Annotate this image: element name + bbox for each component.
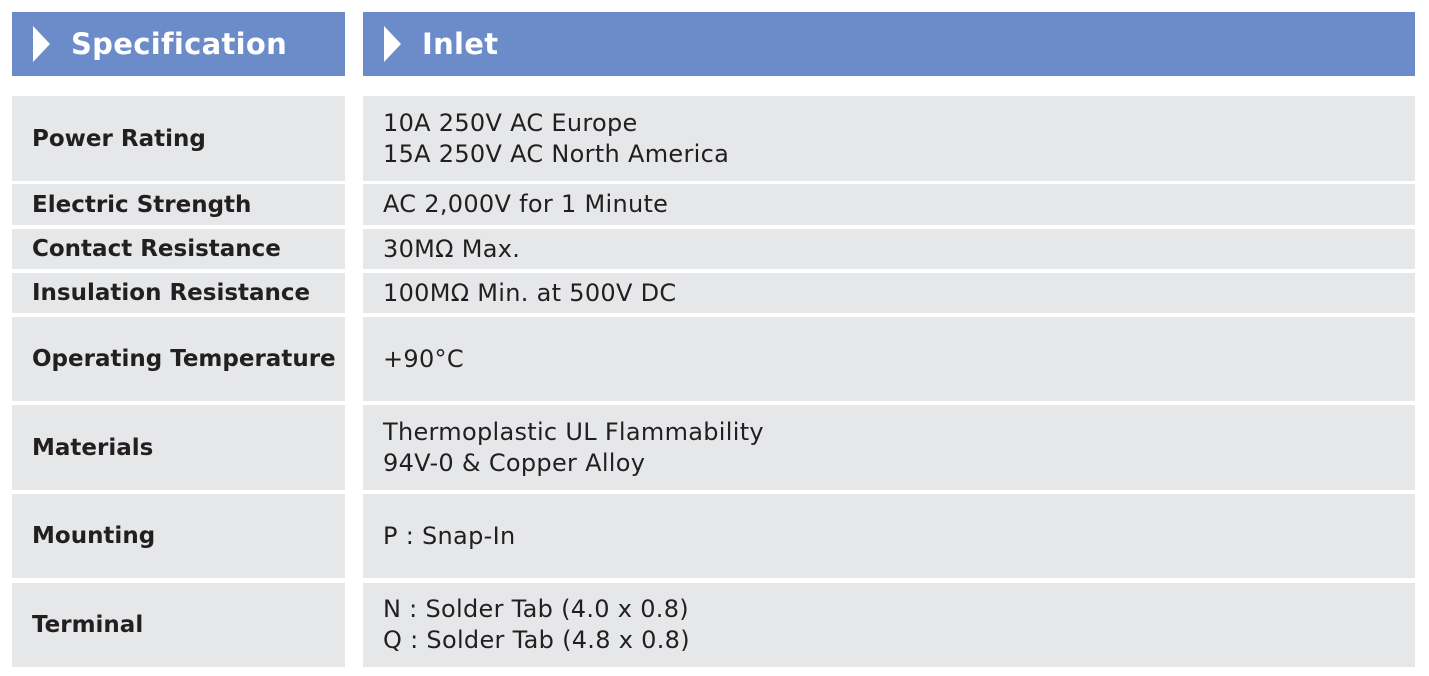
spec-label: Terminal xyxy=(32,612,144,638)
spec-label: Materials xyxy=(32,434,154,461)
table-row: Contact Resistance 30MΩ Max. xyxy=(0,229,1429,269)
inlet-title: Inlet xyxy=(422,27,499,61)
table-row: Power Rating 10A 250V AC Europe 15A 250V A… xyxy=(0,96,1429,181)
triangle-right-icon xyxy=(33,26,50,62)
spec-value-cell: 30MΩ Max. xyxy=(363,229,1415,269)
spec-label: Electric Strength xyxy=(32,191,252,218)
specification-header: Specification xyxy=(12,12,345,76)
spec-label-cell: Operating Temperature xyxy=(12,317,345,401)
spec-value-cell: 100MΩ Min. at 500V DC xyxy=(363,273,1415,313)
spec-value-line: 30MΩ Max. xyxy=(383,234,521,263)
spec-label-cell: Insulation Resistance xyxy=(12,273,345,313)
spec-value-line: AC 2,000V for 1 Minute xyxy=(383,190,669,218)
spec-value-line: N : Solder Tab (4.0 x 0.8) xyxy=(383,595,689,623)
spec-value-cell: +90°C xyxy=(363,317,1415,401)
inlet-header: Inlet xyxy=(363,12,1415,76)
table-row: Electric Strength AC 2,000V for 1 Minute xyxy=(0,184,1429,225)
spec-value-cell: P : Snap-In xyxy=(363,494,1415,578)
spec-value-cell: N : Solder Tab (4.0 x 0.8) Q : Solder Tab… xyxy=(363,583,1415,667)
table-row: Insulation Resistance 100MΩ Min. at 500V … xyxy=(0,273,1429,313)
spec-label-cell: Terminal xyxy=(12,583,345,667)
spec-value-cell: AC 2,000V for 1 Minute xyxy=(363,184,1415,225)
spec-value-line: 10A 250V AC Europe xyxy=(383,108,638,137)
spec-label-cell: Materials xyxy=(12,405,345,490)
spec-label-cell: Contact Resistance xyxy=(12,229,345,269)
spec-label-cell: Electric Strength xyxy=(12,184,345,225)
spec-label-cell: Power Rating xyxy=(12,96,345,181)
spec-label-cell: Mounting xyxy=(12,494,345,578)
spec-label: Insulation Resistance xyxy=(32,280,311,306)
spec-value-cell: 10A 250V AC Europe 15A 250V AC North Amer… xyxy=(363,96,1415,181)
spec-label: Operating Temperature xyxy=(32,346,336,372)
table-row: Mounting P : Snap-In xyxy=(0,494,1429,578)
spec-label: Mounting xyxy=(32,523,156,549)
spec-value-line: +90°C xyxy=(383,344,464,373)
triangle-right-icon xyxy=(384,26,401,62)
table-row: Operating Temperature +90°C xyxy=(0,317,1429,401)
specification-title: Specification xyxy=(71,27,288,61)
spec-value-line: 94V-0 & Copper Alloy xyxy=(383,448,646,477)
spec-value-line: Thermoplastic UL Flammability xyxy=(383,417,764,446)
spec-label: Contact Resistance xyxy=(32,236,281,262)
table-row: Materials Thermoplastic UL Flammability 94… xyxy=(0,405,1429,490)
table-row: Terminal N : Solder Tab (4.0 x 0.8) Q : So… xyxy=(0,583,1429,667)
spec-label: Power Rating xyxy=(32,125,206,152)
spec-value-line: Q : Solder Tab (4.8 x 0.8) xyxy=(383,626,690,654)
spec-value-line: 15A 250V AC North America xyxy=(383,139,730,168)
spec-value-line: 100MΩ Min. at 500V DC xyxy=(383,278,677,307)
spec-value-cell: Thermoplastic UL Flammability 94V-0 & Cop… xyxy=(363,405,1415,490)
spec-value-line: P : Snap-In xyxy=(383,521,516,550)
